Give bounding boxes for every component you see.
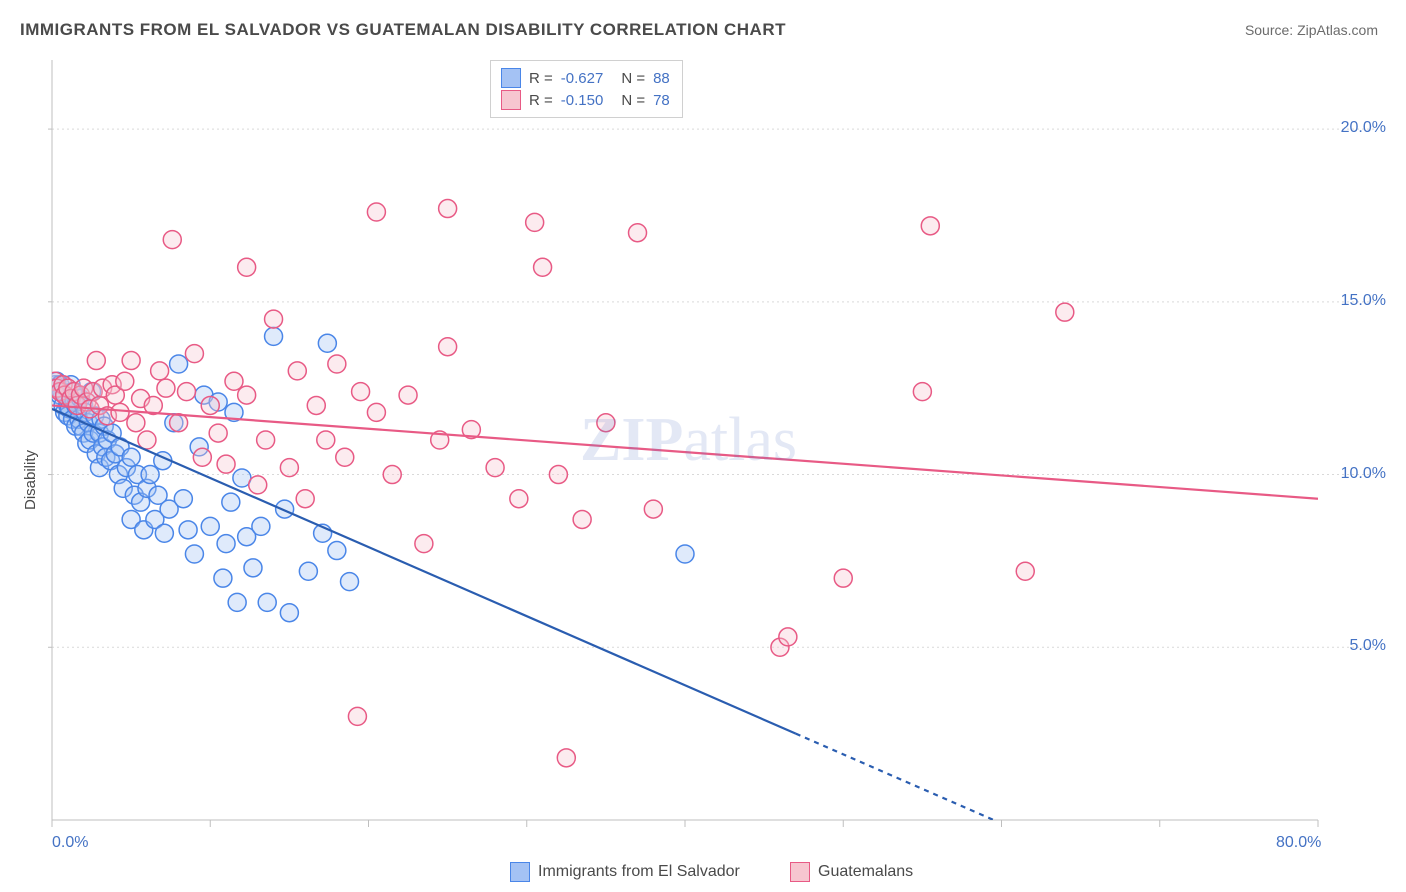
x-tick-80: 80.0%: [1276, 834, 1321, 852]
legend-r-label: R =: [529, 70, 553, 87]
y-tick-10: 10.0%: [1341, 465, 1386, 483]
legend-r-value-1: -0.627: [561, 70, 604, 87]
plot-area: [48, 50, 1378, 840]
legend-swatch-pink: [501, 90, 521, 110]
source-attribution: Source: ZipAtlas.com: [1245, 22, 1378, 38]
legend-n-value-2: 78: [653, 92, 670, 109]
y-tick-5: 5.0%: [1350, 637, 1386, 655]
x-tick-0: 0.0%: [52, 834, 88, 852]
y-tick-20: 20.0%: [1341, 119, 1386, 137]
legend-row-1: R = -0.627 N = 88: [501, 67, 670, 89]
y-tick-15: 15.0%: [1341, 292, 1386, 310]
correlation-legend: R = -0.627 N = 88 R = -0.150 N = 78: [490, 60, 683, 118]
chart-title: IMMIGRANTS FROM EL SALVADOR VS GUATEMALA…: [20, 20, 786, 40]
legend-swatch-pink: [790, 862, 810, 882]
legend-r-value-2: -0.150: [561, 92, 604, 109]
legend-n-label: N =: [621, 92, 645, 109]
legend-n-value-1: 88: [653, 70, 670, 87]
y-axis-label: Disability: [22, 450, 39, 510]
bottom-legend-2: Guatemalans: [790, 862, 913, 882]
scatter-svg: [48, 50, 1378, 840]
legend-swatch-blue: [501, 68, 521, 88]
legend-label-1: Immigrants from El Salvador: [538, 863, 740, 881]
legend-row-2: R = -0.150 N = 78: [501, 89, 670, 111]
legend-n-label: N =: [621, 70, 645, 87]
bottom-legend-1: Immigrants from El Salvador: [510, 862, 740, 882]
legend-label-2: Guatemalans: [818, 863, 913, 881]
legend-r-label: R =: [529, 92, 553, 109]
legend-swatch-blue: [510, 862, 530, 882]
